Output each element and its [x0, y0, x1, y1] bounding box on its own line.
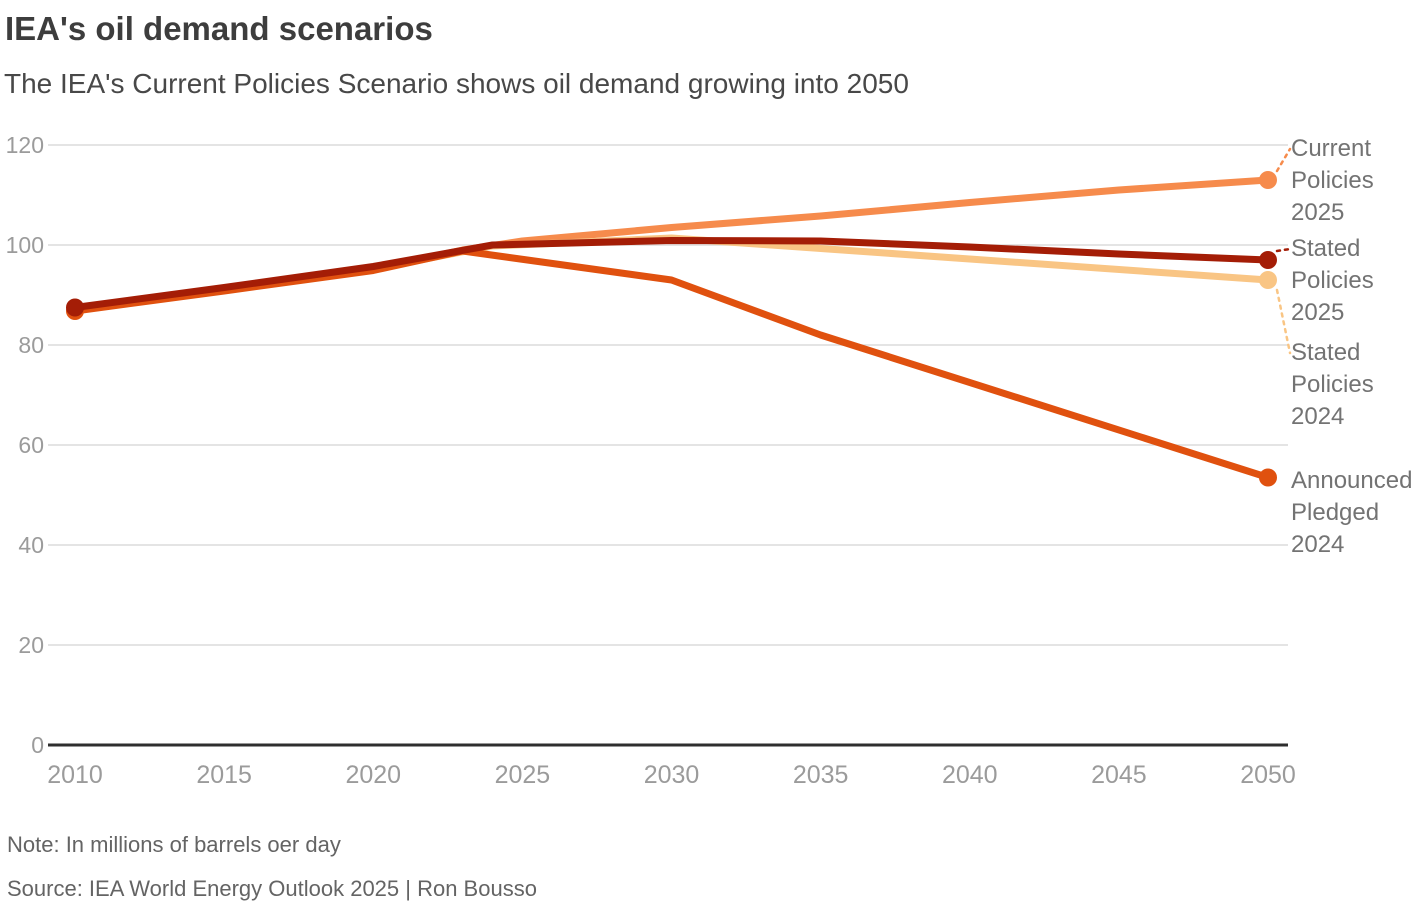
y-tick-label-80: 80: [18, 332, 44, 358]
stated-policies-2025-line: [71, 237, 1272, 311]
y-tick-label-40: 40: [18, 532, 44, 558]
stated-policies-2025-start-dot: [66, 298, 84, 317]
legend-label-current-policies-2025: Current Policies 2025: [1291, 135, 1374, 226]
chart-note: Note: In millions of barrels oer day: [7, 832, 341, 857]
x-tick-label-2045: 2045: [1091, 761, 1147, 789]
x-tick-label-2025: 2025: [495, 761, 551, 789]
y-tick-label-0: 0: [31, 732, 44, 758]
y-tick-label-100: 100: [6, 232, 44, 258]
legend-label-stated-policies-2024: Stated Policies 2024: [1291, 339, 1374, 430]
legend-label-stated-policies-2025: Stated Policies 2025: [1291, 235, 1374, 326]
x-tick-label-2015: 2015: [196, 761, 252, 789]
x-tick-label-2010: 2010: [47, 761, 103, 789]
stated-policies-2025-end-dot: [1259, 251, 1277, 269]
x-tick-label-2040: 2040: [942, 761, 998, 789]
y-tick-label-60: 60: [18, 432, 44, 458]
y-tick-label-120: 120: [6, 132, 44, 158]
stated-policies-2024-leader-line: [1275, 288, 1292, 355]
page-title: IEA's oil demand scenarios: [5, 10, 433, 47]
chart-source: Source: IEA World Energy Outlook 2025 | …: [7, 876, 537, 901]
x-tick-label-2030: 2030: [644, 761, 700, 789]
x-tick-label-2050: 2050: [1240, 761, 1296, 789]
stated-policies-2025-leader-line: [1275, 247, 1292, 253]
announced-pledged-2024-end-dot: [1259, 468, 1277, 487]
current-policies-2025-end-dot: [1259, 171, 1277, 189]
y-tick-label-20: 20: [18, 632, 44, 658]
page-subtitle: The IEA's Current Policies Scenario show…: [4, 68, 909, 99]
x-tick-label-2035: 2035: [793, 761, 849, 789]
stated-policies-2024-line: [71, 234, 1272, 314]
current-policies-2025-leader-line: [1275, 147, 1292, 173]
stated-policies-2024-end-dot: [1259, 271, 1277, 289]
x-tick-label-2020: 2020: [345, 761, 401, 789]
legend-label-announced-pledged-2024: Announced Pledged 2024: [1291, 467, 1413, 558]
